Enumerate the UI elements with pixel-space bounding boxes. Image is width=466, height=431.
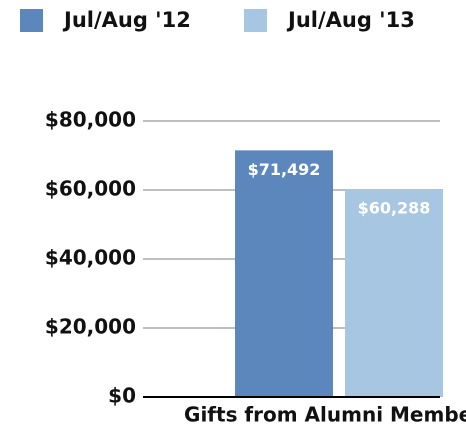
y-tick-label: $60,000: [45, 177, 136, 201]
legend-label: Jul/Aug '12: [62, 8, 191, 32]
value-label: $71,492: [248, 160, 321, 179]
y-tick-label: $0: [108, 384, 136, 408]
legend-swatch: [244, 9, 267, 32]
bar: [345, 189, 443, 397]
legend-label: Jul/Aug '13: [286, 8, 415, 32]
legend-swatch: [20, 9, 43, 32]
x-tick-label: Gifts from Alumni Members: [184, 403, 466, 427]
y-tick-label: $20,000: [45, 315, 136, 339]
bar: [235, 150, 333, 397]
value-label: $60,288: [358, 199, 431, 218]
y-tick-label: $40,000: [45, 246, 136, 270]
y-tick-label: $80,000: [45, 108, 136, 132]
